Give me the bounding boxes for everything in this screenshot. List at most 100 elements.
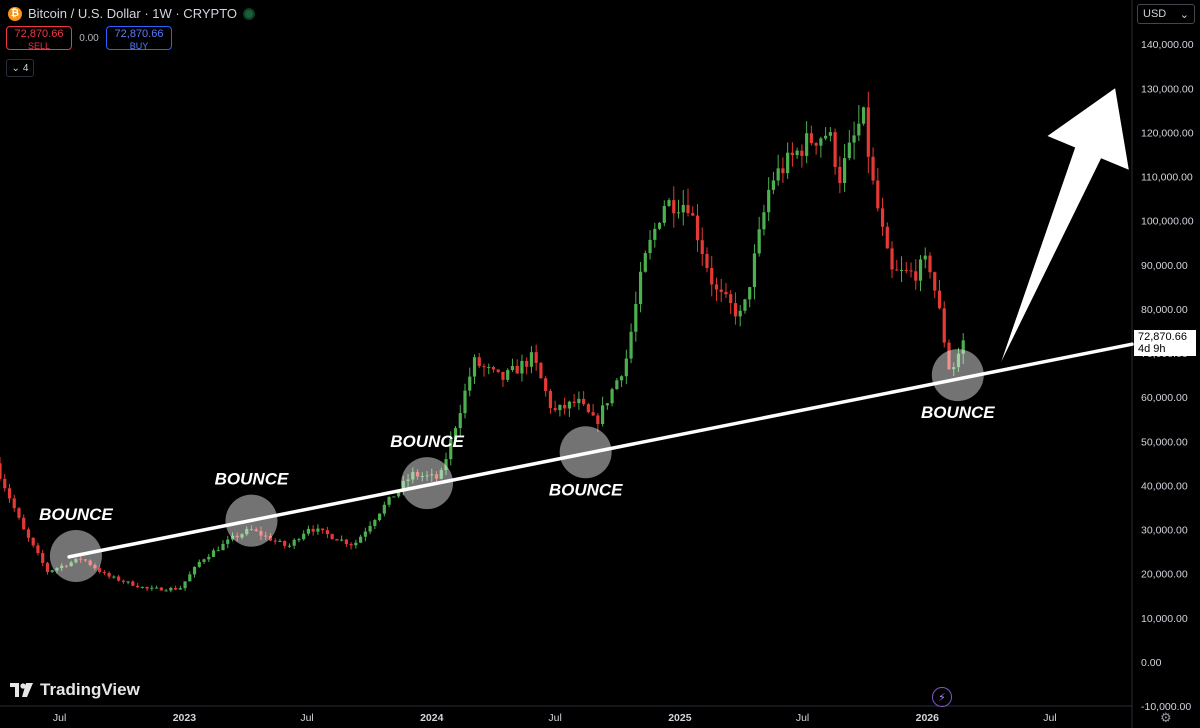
candle-body [278,540,282,542]
candle-body [624,358,628,377]
candle-body [643,253,647,272]
candle-body [491,367,496,370]
candle-body [776,168,780,181]
candle-body [610,389,614,404]
price-tick-label: 90,000.00 [1141,260,1188,272]
candle-body [563,404,567,409]
price-tick-label: 130,000.00 [1141,83,1194,95]
candle-body [107,572,111,577]
candle-body [667,200,671,206]
candle-body [387,496,391,505]
candle-body [88,560,92,566]
candle-body [714,284,719,290]
candle-body [876,180,880,209]
candle-body [890,248,894,270]
symbol-title[interactable]: Bitcoin / U.S. Dollar · 1W · CRYPTO [28,6,238,21]
sell-price: 72,870.66 [14,28,64,40]
candle-body [824,135,828,139]
price-tick-label: 50,000.00 [1141,436,1188,448]
candle-body [686,204,690,214]
time-tick-label: Jul [548,712,561,724]
lightning-icon[interactable]: ⚡ [932,687,952,707]
candle-body [805,133,809,156]
candle-body [60,565,64,569]
up-arrow-icon [1001,88,1129,362]
market-status-icon [243,7,256,20]
candle-body [202,559,206,562]
candle-body [582,398,586,405]
price-axis[interactable]: -10,000.00 0.00 10,000.00 20,000.00 30,000.0… [1141,39,1194,713]
candle-body [453,428,458,439]
indicators-toggle[interactable]: ⌄ 4 [6,59,34,77]
candle-body [64,565,69,567]
price-tick-label: 100,000.00 [1141,216,1194,228]
candle-body [420,476,424,478]
trendline-layer [67,342,1134,559]
time-tick-label: Jul [300,712,313,724]
candle-body [871,156,875,181]
candle-body [268,536,273,541]
candle-body [121,580,125,582]
candle-body [956,353,961,368]
candle-body [22,517,26,530]
time-tick-label: 2023 [173,712,197,724]
candle-body [534,352,538,363]
candle-body [17,508,21,518]
candle-body [558,404,562,411]
price-tick-label: -10,000.00 [1141,701,1191,713]
time-tick-label: Jul [796,712,809,724]
candle-body [634,304,638,332]
spread-value: 0.00 [79,32,99,44]
candle-body [154,587,159,589]
bounce-label: BOUNCE [390,432,464,451]
price-tick-label: 110,000.00 [1141,172,1193,184]
candle-body [724,291,728,295]
candle-body [923,255,927,260]
candle-body [458,413,462,429]
candle-body [909,270,913,272]
candle-body [192,566,197,575]
candle-body [287,545,292,547]
candle-body [382,504,386,514]
candle-body [548,390,553,409]
candle-body [83,559,88,561]
candle-body [368,525,372,532]
tradingview-logo[interactable]: TradingView [10,680,140,700]
gear-icon[interactable]: ⚙ [1160,710,1172,725]
sell-button[interactable]: 72,870.66 SELL [6,26,72,51]
candle-body [795,150,799,156]
time-tick-label: 2026 [916,712,940,724]
candle-body [771,180,776,190]
candle-body [961,340,965,354]
candle-body [567,401,571,409]
candle-body [880,208,885,227]
candle-body [529,352,534,367]
trade-buttons: 72,870.66 SELL 0.00 72,870.66 BUY [6,26,172,51]
candle-body [852,135,856,143]
candle-body [790,152,794,156]
candle-body [695,215,700,241]
candle-body [952,367,956,370]
candle-body [216,550,220,552]
candle-body [0,463,2,479]
candle-body [335,539,339,541]
candle-body [159,587,163,591]
buy-button[interactable]: 72,870.66 BUY [106,26,172,51]
candle-body [126,581,130,583]
currency-select[interactable]: USD ⌄ [1137,4,1195,24]
candle-body [525,360,529,367]
candle-body [207,556,211,560]
candle-body [344,539,348,545]
candle-body [434,474,439,479]
price-tick-label: 120,000.00 [1141,127,1194,139]
candle-body [767,189,771,213]
candle-body [249,528,254,530]
candle-body [26,529,31,538]
candle-body [672,200,676,214]
candle-body [619,376,624,381]
candle-body [31,537,35,546]
tradingview-wordmark: TradingView [40,680,140,699]
time-axis[interactable]: Jul 2023 Jul 2024 Jul 2025 Jul 2026 Jul [53,712,1057,724]
candle-body [340,539,344,541]
